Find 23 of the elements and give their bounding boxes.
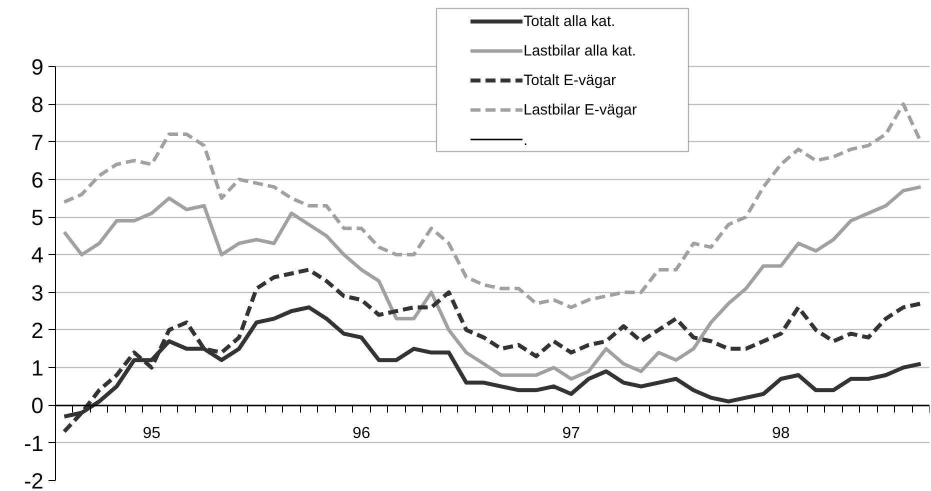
legend-label: Totalt E-vägar	[524, 72, 616, 89]
legend-label: Totalt alla kat.	[524, 13, 616, 30]
y-tick-label: 8	[31, 92, 44, 118]
x-tick-label: 96	[352, 425, 370, 442]
y-tick-label: 6	[31, 167, 44, 192]
legend-label: .	[524, 132, 528, 149]
y-tick-label: 3	[31, 280, 44, 306]
y-tick-label: 7	[31, 130, 44, 155]
legend-label: Lastbilar E-vägar	[524, 102, 637, 118]
line-series	[62, 102, 923, 310]
y-tick-label: -1	[24, 430, 44, 456]
y-tick-label: 1	[31, 356, 44, 381]
y-tick-label: 5	[31, 205, 44, 230]
y-tick-label: 0	[31, 393, 44, 418]
x-tick-label: 98	[772, 425, 790, 442]
line-series	[62, 185, 923, 381]
x-tick-label: 97	[562, 425, 580, 442]
y-tick-label: 4	[31, 242, 44, 268]
y-tick-label: -2	[24, 468, 44, 491]
legend-label: Lastbilar alla kat.	[524, 42, 636, 60]
y-tick-label: 2	[31, 318, 44, 343]
x-tick-label: 95	[142, 425, 161, 442]
y-tick-label: 9	[31, 54, 44, 80]
